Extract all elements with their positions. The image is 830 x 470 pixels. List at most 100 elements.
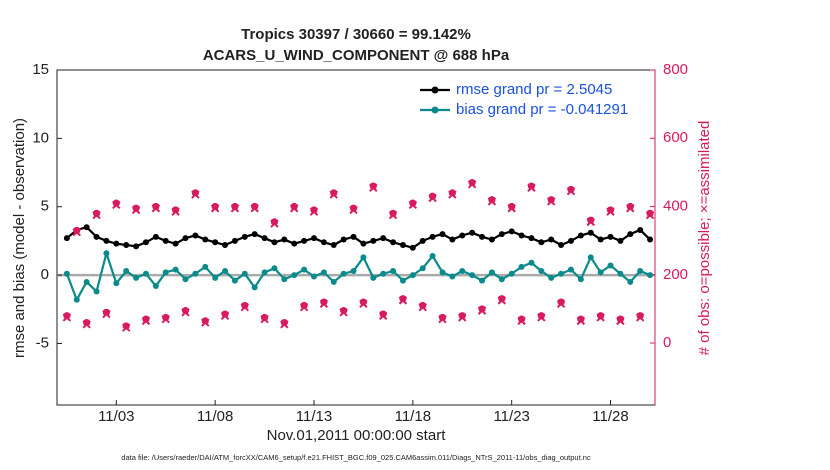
point	[212, 239, 219, 246]
point	[647, 272, 654, 279]
point	[63, 270, 70, 277]
x-tick-label: 11/08	[197, 408, 233, 425]
point-x	[102, 309, 111, 319]
point	[261, 235, 268, 242]
point	[152, 202, 160, 211]
point-x	[210, 204, 220, 213]
point-x	[378, 311, 388, 320]
point	[280, 318, 288, 327]
point-x	[596, 313, 605, 322]
point	[290, 202, 298, 211]
point	[399, 277, 406, 284]
point-x	[537, 313, 546, 322]
point	[271, 265, 278, 272]
point-x	[586, 217, 595, 227]
point	[537, 312, 545, 320]
point-x	[428, 193, 437, 203]
point-x	[467, 180, 477, 189]
point	[558, 270, 565, 277]
point	[409, 272, 416, 279]
y-tick-label: 5	[41, 198, 49, 215]
point-x	[477, 306, 487, 315]
point	[449, 236, 456, 243]
point	[380, 270, 387, 277]
point	[281, 236, 288, 243]
point	[93, 233, 100, 240]
x-tick-label: 11/23	[493, 408, 529, 425]
point-x	[92, 210, 101, 220]
point	[102, 308, 111, 316]
point	[389, 209, 397, 217]
point-x	[497, 296, 507, 305]
point-x	[339, 308, 348, 317]
chart-subtitle: ACARS_U_WIND_COMPONENT @ 688 hPa	[203, 47, 510, 64]
y2-tick-label: 800	[663, 61, 688, 78]
x-tick-label: 11/18	[395, 408, 431, 425]
point-x	[230, 204, 240, 213]
legend-label: rmse grand pr = 2.5045	[456, 81, 612, 98]
footnote: data file: /Users/raeder/DAI/ATM_forcXX/…	[121, 453, 591, 462]
point	[538, 268, 545, 274]
point	[527, 182, 536, 190]
point	[419, 301, 427, 310]
point	[616, 315, 625, 323]
point	[182, 235, 189, 242]
point	[558, 242, 565, 249]
legend-label: bias grand pr = -0.041291	[456, 101, 628, 118]
point	[439, 231, 446, 238]
point	[567, 237, 574, 244]
point	[133, 243, 140, 250]
point	[301, 237, 308, 244]
point	[123, 242, 130, 249]
point	[192, 270, 199, 277]
point-x	[280, 320, 289, 329]
point-x	[635, 313, 645, 322]
point	[518, 263, 525, 270]
point	[606, 206, 615, 214]
point	[113, 280, 120, 287]
point	[508, 228, 515, 235]
point-x	[72, 227, 81, 237]
point	[211, 202, 219, 211]
point	[567, 185, 575, 194]
point	[429, 192, 437, 200]
point	[370, 237, 377, 244]
point	[488, 236, 495, 243]
point-x	[487, 197, 497, 206]
point	[83, 318, 91, 327]
point-x	[349, 205, 358, 215]
point	[548, 236, 555, 243]
point	[222, 242, 229, 249]
x-axis-label: Nov.01,2011 00:00:00 start	[267, 427, 447, 444]
point	[548, 274, 555, 281]
point	[142, 239, 149, 246]
point	[488, 269, 495, 276]
point	[528, 259, 535, 266]
point	[468, 179, 476, 187]
point	[498, 276, 505, 283]
point	[429, 233, 436, 240]
point	[251, 231, 258, 238]
point	[142, 315, 150, 323]
point-x	[121, 323, 131, 332]
point-x	[62, 313, 72, 322]
point	[73, 296, 80, 303]
point	[241, 270, 248, 277]
y-tick-label: 0	[41, 266, 49, 283]
point	[152, 233, 159, 240]
point	[330, 242, 337, 249]
point	[439, 269, 446, 276]
point	[597, 269, 604, 276]
point	[330, 278, 337, 285]
point	[231, 277, 238, 284]
point	[459, 232, 466, 239]
x-tick-label: 11/28	[592, 408, 628, 425]
point	[469, 272, 476, 279]
point	[132, 204, 140, 212]
point	[310, 273, 317, 280]
point	[369, 182, 377, 190]
point	[182, 276, 189, 283]
point-x	[438, 314, 447, 324]
point	[251, 284, 258, 291]
point	[181, 307, 190, 315]
